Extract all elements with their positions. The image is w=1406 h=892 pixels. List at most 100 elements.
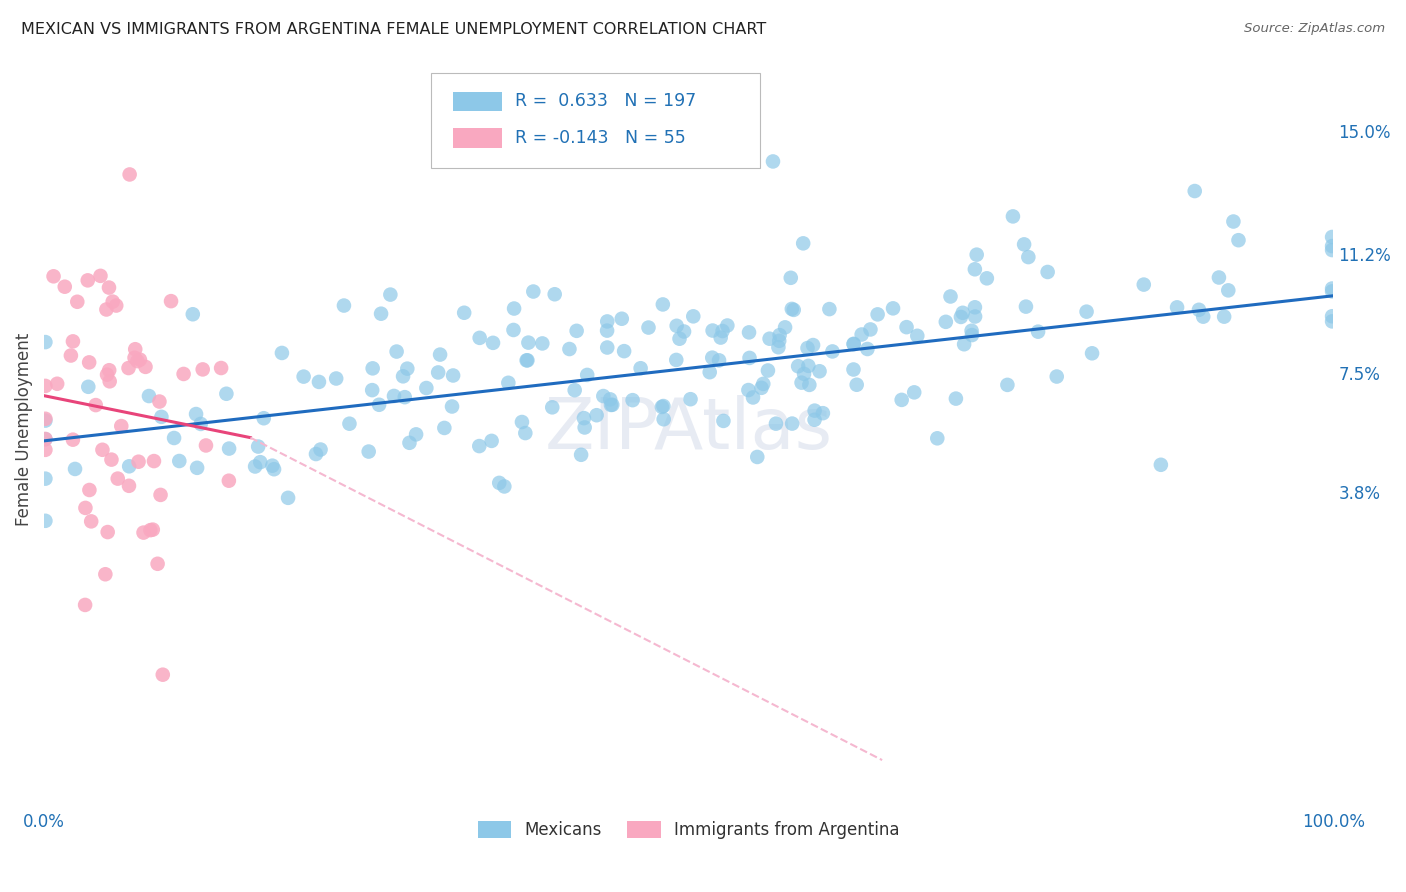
Point: [152, 667, 174, 681]
Point: [610, 311, 633, 326]
Point: [630, 361, 652, 376]
Point: [142, 523, 165, 537]
Point: [516, 353, 538, 368]
Point: [128, 455, 150, 469]
Point: [481, 434, 503, 448]
Point: [935, 315, 957, 329]
Point: [209, 361, 232, 376]
Point: [565, 324, 588, 338]
Point: [707, 353, 730, 368]
Point: [80, 514, 103, 528]
Point: [498, 376, 520, 390]
Point: [558, 342, 581, 356]
Point: [117, 361, 139, 376]
Point: [742, 391, 765, 405]
Point: [768, 328, 790, 343]
Point: [747, 450, 769, 464]
Point: [146, 557, 169, 571]
Point: [651, 400, 673, 414]
Point: [1320, 243, 1343, 257]
Point: [780, 301, 803, 316]
Point: [468, 439, 491, 453]
Point: [184, 407, 207, 421]
Point: [1184, 184, 1206, 198]
Point: [392, 369, 415, 384]
Point: [396, 361, 419, 376]
Point: [148, 394, 170, 409]
Point: [77, 355, 100, 369]
Point: [100, 452, 122, 467]
Point: [368, 398, 391, 412]
Point: [163, 431, 186, 445]
Point: [191, 362, 214, 376]
Point: [1150, 458, 1173, 472]
Point: [516, 353, 538, 368]
Point: [673, 325, 696, 339]
Point: [1036, 265, 1059, 279]
Text: ZIPAtlas: ZIPAtlas: [544, 395, 832, 464]
Point: [415, 381, 437, 395]
Point: [765, 417, 787, 431]
Point: [896, 320, 918, 334]
Point: [143, 454, 166, 468]
Point: [107, 472, 129, 486]
Point: [218, 474, 240, 488]
Point: [132, 525, 155, 540]
Point: [441, 400, 464, 414]
Point: [1166, 301, 1188, 315]
Point: [596, 324, 619, 338]
Point: [34, 414, 56, 428]
Point: [91, 442, 114, 457]
Point: [173, 367, 195, 381]
Point: [780, 417, 803, 431]
Point: [181, 307, 204, 321]
Point: [34, 432, 56, 446]
Point: [150, 409, 173, 424]
Point: [797, 359, 820, 373]
Point: [118, 168, 141, 182]
Point: [1208, 270, 1230, 285]
Point: [796, 341, 818, 355]
Point: [1132, 277, 1154, 292]
Point: [110, 419, 132, 434]
Point: [845, 377, 868, 392]
Legend: Mexicans, Immigrants from Argentina: Mexicans, Immigrants from Argentina: [471, 814, 905, 846]
Point: [218, 442, 240, 456]
Point: [808, 364, 831, 378]
Point: [139, 523, 162, 537]
Point: [370, 307, 392, 321]
Point: [966, 247, 988, 261]
Point: [1320, 230, 1343, 244]
Y-axis label: Female Unemployment: Female Unemployment: [15, 333, 32, 526]
Point: [160, 294, 183, 309]
Point: [592, 389, 614, 403]
Point: [325, 371, 347, 385]
Point: [46, 376, 69, 391]
Point: [600, 398, 623, 412]
Point: [138, 389, 160, 403]
Point: [394, 390, 416, 404]
Point: [494, 479, 516, 493]
Point: [517, 335, 540, 350]
Point: [596, 314, 619, 328]
Point: [503, 301, 526, 316]
Point: [105, 299, 128, 313]
Point: [866, 307, 889, 321]
Point: [699, 365, 721, 379]
Point: [758, 332, 780, 346]
Point: [66, 294, 89, 309]
Point: [98, 363, 121, 377]
Point: [768, 340, 790, 354]
Point: [738, 351, 761, 365]
Point: [309, 442, 332, 457]
Point: [801, 338, 824, 352]
Point: [1218, 284, 1240, 298]
Point: [621, 393, 644, 408]
Point: [134, 359, 156, 374]
Point: [953, 337, 976, 351]
Point: [710, 330, 733, 344]
Text: MEXICAN VS IMMIGRANTS FROM ARGENTINA FEMALE UNEMPLOYMENT CORRELATION CHART: MEXICAN VS IMMIGRANTS FROM ARGENTINA FEM…: [21, 22, 766, 37]
Point: [544, 287, 567, 301]
Point: [96, 302, 118, 317]
Point: [890, 392, 912, 407]
